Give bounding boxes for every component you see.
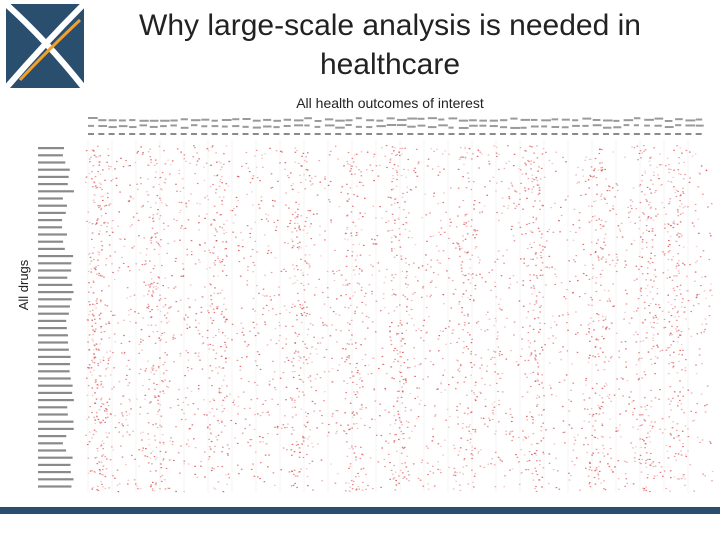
x-axis-label: All health outcomes of interest [296,95,484,111]
ohdsi-logo-icon [3,1,87,90]
drug-outcome-matrix [38,117,714,493]
footer-bar [0,507,720,514]
slide-title: Why large-scale analysis is needed in he… [139,9,641,81]
y-axis-label: All drugs [16,259,31,311]
